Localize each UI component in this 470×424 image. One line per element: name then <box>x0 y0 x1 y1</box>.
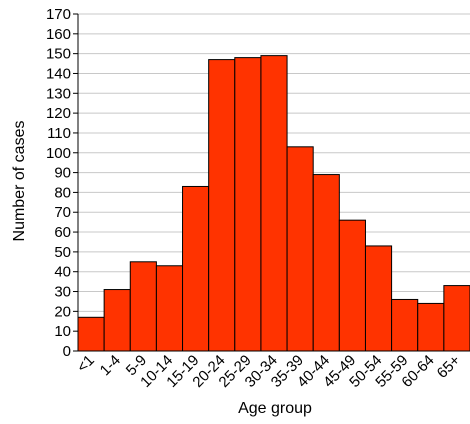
y-tick-label: 30 <box>54 284 71 301</box>
bar-4 <box>182 185 210 352</box>
y-tick-label: 40 <box>54 264 71 281</box>
bar-11 <box>364 245 393 352</box>
y-tick-label: 60 <box>54 224 71 241</box>
bar-13 <box>417 302 445 352</box>
axes <box>73 13 470 352</box>
y-tick-label: 70 <box>54 204 71 221</box>
y-tick-label: 20 <box>54 303 71 320</box>
bar-8 <box>286 146 314 352</box>
y-tick-label: 140 <box>46 65 71 82</box>
y-tick-label: 90 <box>54 165 71 182</box>
bar-5 <box>208 59 236 352</box>
y-tick-label: 110 <box>47 125 71 142</box>
x-tick-label: <1 <box>74 352 98 376</box>
y-tick-label: 0 <box>63 343 71 360</box>
x-tick-label: 65+ <box>434 352 464 382</box>
y-tick-label: 150 <box>46 46 71 63</box>
x-tick-label: 1-4 <box>97 352 124 379</box>
y-tick-labels: 0 10 20 30 40 50 60 70 80 90 100 110 120 130 140 150 160… <box>46 6 71 360</box>
bar-10 <box>338 219 366 352</box>
bar-12 <box>391 298 419 352</box>
bars <box>77 55 470 352</box>
y-tick-label: 50 <box>54 244 71 261</box>
bar-3 <box>155 265 184 352</box>
y-axis-title: Number of cases <box>11 121 28 242</box>
bar-14 <box>443 285 470 352</box>
y-tick-label: 100 <box>46 145 71 162</box>
x-axis-title: Age group <box>238 400 312 417</box>
bar-1 <box>103 289 131 352</box>
y-tick-label: 10 <box>54 323 71 340</box>
bar-6 <box>234 57 262 352</box>
y-tick-label: 120 <box>46 105 71 122</box>
y-tick-label: 130 <box>46 85 71 102</box>
bar-2 <box>129 261 157 352</box>
x-tick-labels: <11-45-910-1415-1920-2425-2930-3435-3940… <box>74 352 464 391</box>
y-tick-label: 80 <box>54 184 71 201</box>
bar-7 <box>260 55 288 352</box>
bar-0 <box>77 316 105 352</box>
y-tick-label: 170 <box>46 6 71 23</box>
y-tick-label: 160 <box>46 26 71 43</box>
bar-9 <box>312 174 340 352</box>
